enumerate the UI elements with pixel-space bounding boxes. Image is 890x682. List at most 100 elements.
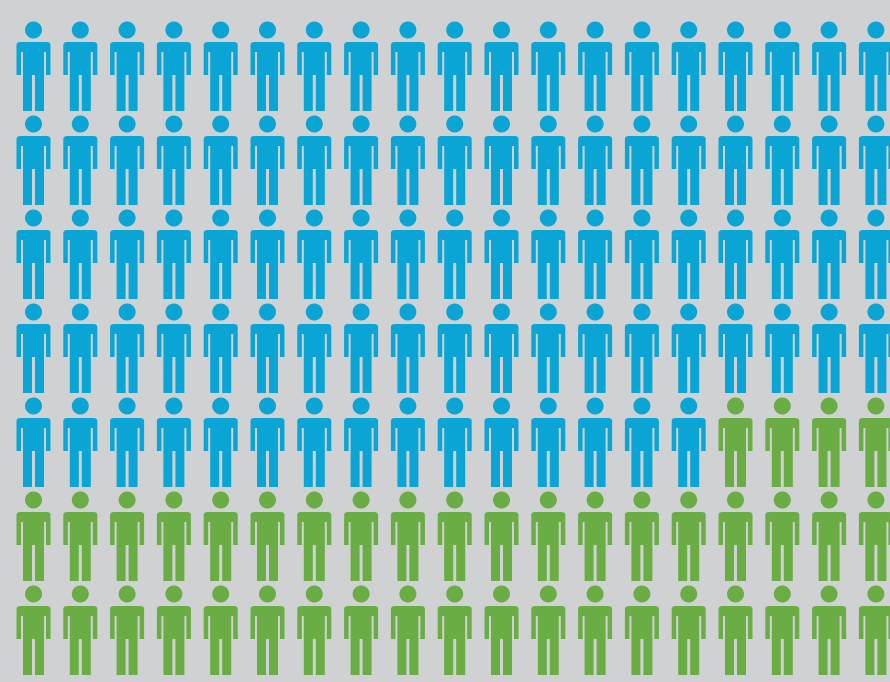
- person-head: [25, 22, 42, 39]
- person-head: [540, 116, 557, 133]
- person-head: [774, 586, 791, 603]
- person-head: [446, 586, 463, 603]
- person-head: [259, 586, 276, 603]
- person-head: [212, 210, 229, 227]
- person-head: [399, 398, 416, 415]
- person-head: [727, 586, 744, 603]
- person-head: [493, 116, 510, 133]
- person-head: [540, 304, 557, 321]
- person-head: [446, 398, 463, 415]
- person-head: [165, 116, 182, 133]
- person-head: [259, 22, 276, 39]
- person-head: [399, 22, 416, 39]
- person-head: [212, 304, 229, 321]
- person-head: [493, 22, 510, 39]
- person-head: [867, 22, 884, 39]
- person-head: [165, 304, 182, 321]
- person-head: [821, 210, 838, 227]
- person-head: [680, 22, 697, 39]
- person-head: [306, 22, 323, 39]
- person-head: [774, 22, 791, 39]
- person-head: [633, 492, 650, 509]
- person-head: [72, 492, 89, 509]
- person-head: [540, 22, 557, 39]
- person-head: [774, 398, 791, 415]
- person-head: [774, 116, 791, 133]
- person-head: [353, 492, 370, 509]
- person-head: [821, 492, 838, 509]
- person-head: [587, 116, 604, 133]
- person-head: [867, 586, 884, 603]
- person-head: [540, 210, 557, 227]
- person-head: [72, 116, 89, 133]
- person-head: [212, 398, 229, 415]
- person-head: [727, 116, 744, 133]
- person-head: [633, 304, 650, 321]
- person-head: [727, 210, 744, 227]
- person-head: [212, 116, 229, 133]
- person-head: [446, 304, 463, 321]
- person-head: [165, 398, 182, 415]
- person-head: [165, 210, 182, 227]
- person-head: [212, 586, 229, 603]
- person-head: [259, 398, 276, 415]
- person-head: [633, 210, 650, 227]
- person-head: [25, 210, 42, 227]
- person-head: [587, 210, 604, 227]
- person-head: [867, 398, 884, 415]
- person-head: [353, 22, 370, 39]
- person-head: [306, 210, 323, 227]
- person-head: [821, 398, 838, 415]
- person-head: [821, 304, 838, 321]
- person-head: [680, 492, 697, 509]
- person-head: [680, 210, 697, 227]
- person-head: [353, 116, 370, 133]
- person-head: [633, 116, 650, 133]
- person-head: [493, 210, 510, 227]
- person-head: [774, 210, 791, 227]
- person-head: [446, 492, 463, 509]
- person-head: [446, 116, 463, 133]
- person-head: [821, 22, 838, 39]
- person-head: [72, 586, 89, 603]
- person-head: [212, 22, 229, 39]
- person-head: [306, 586, 323, 603]
- person-head: [446, 210, 463, 227]
- person-head: [259, 492, 276, 509]
- person-head: [587, 492, 604, 509]
- person-head: [399, 116, 416, 133]
- person-head: [493, 304, 510, 321]
- person-head: [353, 210, 370, 227]
- person-head: [25, 492, 42, 509]
- person-head: [306, 492, 323, 509]
- person-head: [633, 398, 650, 415]
- person-head: [306, 398, 323, 415]
- person-head: [727, 304, 744, 321]
- person-head: [727, 492, 744, 509]
- person-head: [399, 492, 416, 509]
- person-head: [680, 304, 697, 321]
- person-head: [25, 116, 42, 133]
- person-head: [353, 586, 370, 603]
- person-head: [540, 586, 557, 603]
- person-head: [446, 22, 463, 39]
- person-head: [165, 492, 182, 509]
- person-head: [587, 398, 604, 415]
- person-head: [821, 586, 838, 603]
- person-head: [587, 22, 604, 39]
- person-head: [119, 304, 136, 321]
- person-head: [165, 22, 182, 39]
- person-head: [259, 304, 276, 321]
- person-head: [25, 398, 42, 415]
- person-head: [119, 22, 136, 39]
- person-head: [399, 304, 416, 321]
- person-head: [867, 304, 884, 321]
- person-head: [680, 586, 697, 603]
- person-head: [821, 116, 838, 133]
- person-head: [306, 304, 323, 321]
- person-head: [353, 398, 370, 415]
- person-head: [633, 22, 650, 39]
- person-head: [353, 304, 370, 321]
- person-head: [633, 586, 650, 603]
